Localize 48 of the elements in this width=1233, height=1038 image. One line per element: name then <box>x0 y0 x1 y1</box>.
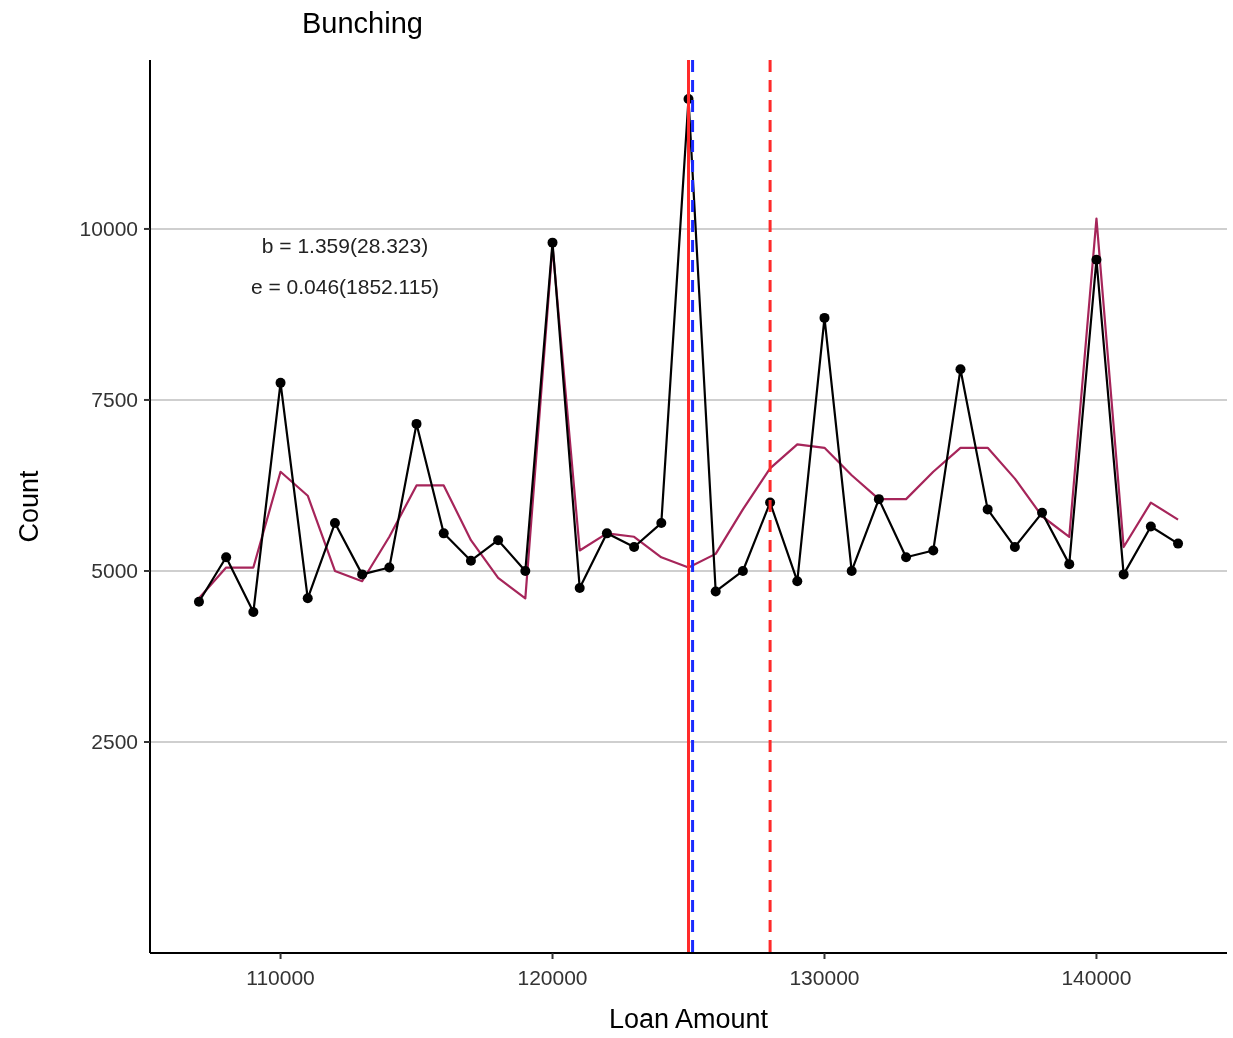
y-tick-label: 10000 <box>79 217 138 241</box>
chart-title: Bunching <box>302 7 423 39</box>
y-axis-title: Count <box>14 469 44 543</box>
point <box>574 583 585 594</box>
x-axis-title: Loan Amount <box>608 1004 769 1034</box>
point <box>302 593 313 604</box>
point <box>1173 538 1184 549</box>
point <box>629 542 640 553</box>
point <box>221 552 232 563</box>
point <box>1009 542 1020 553</box>
point <box>1037 507 1048 518</box>
point <box>792 576 803 587</box>
annotation: e = 0.046(1852.115) <box>250 275 440 298</box>
x-tick-label: 120000 <box>517 966 588 989</box>
point <box>955 364 966 375</box>
point <box>329 518 340 529</box>
point <box>928 545 939 556</box>
point <box>1118 569 1129 580</box>
point <box>846 565 857 576</box>
annotation: b = 1.359(28.323) <box>261 234 429 257</box>
y-tick-label: 2500 <box>91 730 138 754</box>
point <box>982 504 993 515</box>
point <box>411 418 422 429</box>
point <box>547 237 558 248</box>
point <box>384 562 395 573</box>
point <box>248 607 259 618</box>
point <box>1064 559 1075 570</box>
x-tick-label: 130000 <box>789 966 860 989</box>
y-tick-label: 5000 <box>91 559 138 583</box>
y-tick-label: 7500 <box>91 388 138 412</box>
point <box>193 596 204 607</box>
point <box>465 555 476 566</box>
point <box>873 494 884 505</box>
point <box>901 552 912 563</box>
point <box>819 312 830 323</box>
point <box>438 528 449 539</box>
x-tick-label: 110000 <box>246 966 315 989</box>
point <box>1091 254 1102 265</box>
point <box>710 586 721 597</box>
point <box>1145 521 1156 532</box>
point <box>601 528 612 539</box>
point <box>520 565 531 576</box>
point <box>737 565 748 576</box>
point <box>275 377 286 388</box>
point <box>357 569 368 580</box>
x-tick-label: 140000 <box>1061 966 1132 989</box>
point <box>656 518 667 529</box>
point <box>493 535 504 546</box>
